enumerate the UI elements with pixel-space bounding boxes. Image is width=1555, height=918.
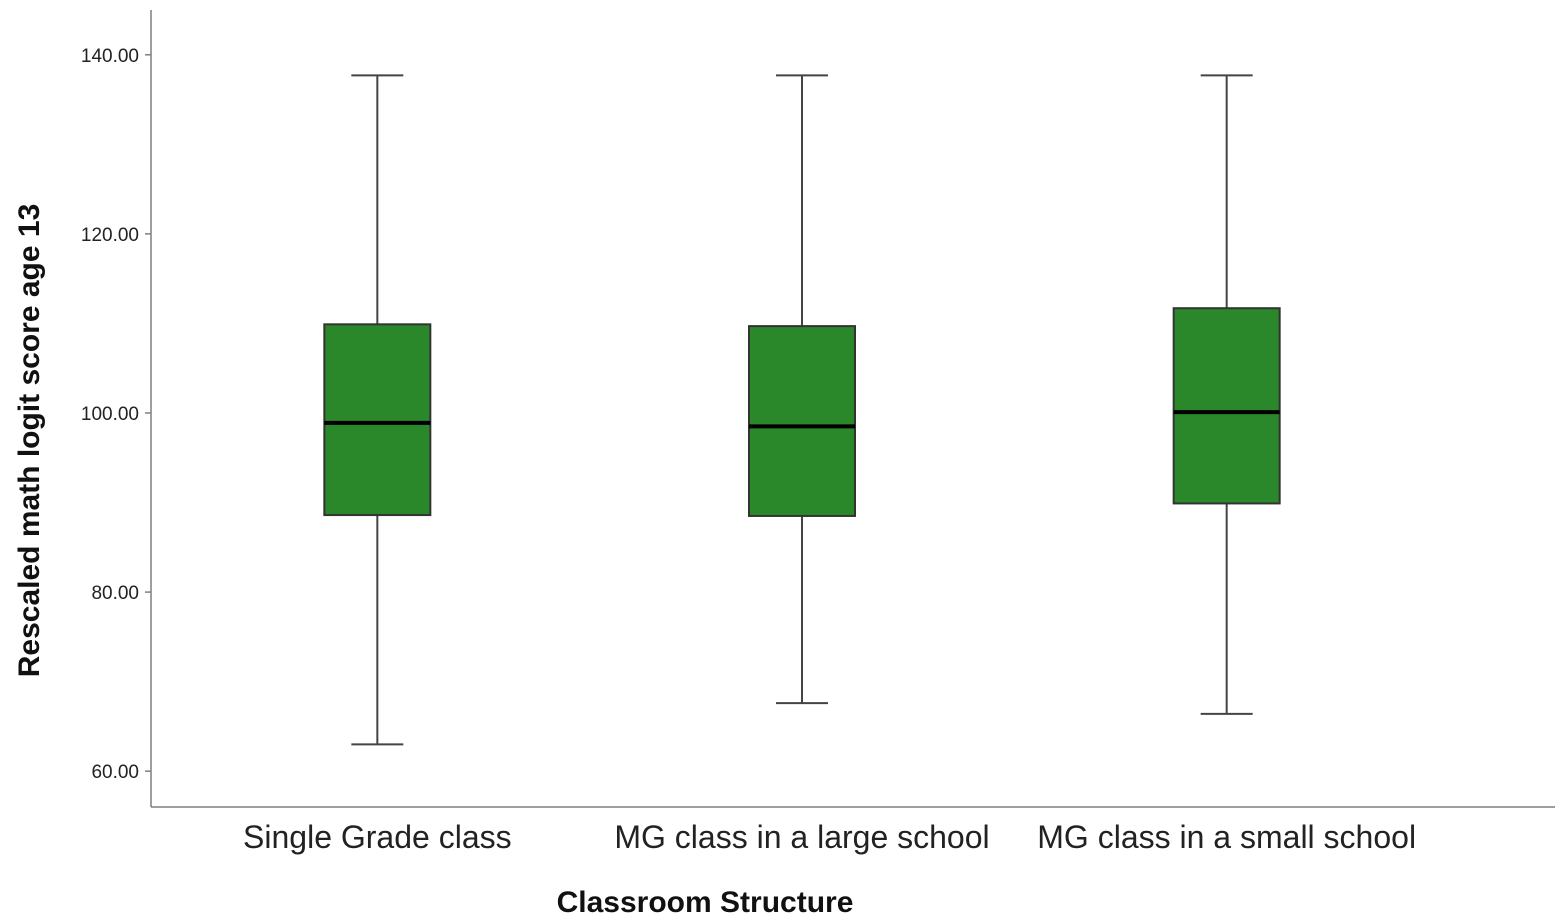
x-category-label: MG class in a small school xyxy=(1037,819,1416,855)
x-category-label: Single Grade class xyxy=(243,819,512,855)
x-axis-category-labels: Single Grade class MG class in a large sc… xyxy=(243,819,1416,855)
iqr-box xyxy=(323,323,432,517)
y-tick-label: 120.00 xyxy=(81,225,139,246)
iqr-box xyxy=(748,325,856,517)
x-category-label: MG class in a large school xyxy=(614,819,989,855)
box-plot-series xyxy=(323,74,1281,746)
y-tick-label: 140.00 xyxy=(81,46,139,67)
y-axis-title: Rescaled math logit score age 13 xyxy=(13,204,46,678)
y-tick-label: 60.00 xyxy=(91,762,139,783)
y-tick-label: 80.00 xyxy=(91,583,139,604)
y-tick-label: 100.00 xyxy=(81,404,139,425)
x-axis-title: Classroom Structure xyxy=(557,886,854,918)
iqr-box xyxy=(1172,307,1281,505)
y-axis-ticks: 60.00 80.00 100.00 120.00 140.00 xyxy=(81,46,151,783)
